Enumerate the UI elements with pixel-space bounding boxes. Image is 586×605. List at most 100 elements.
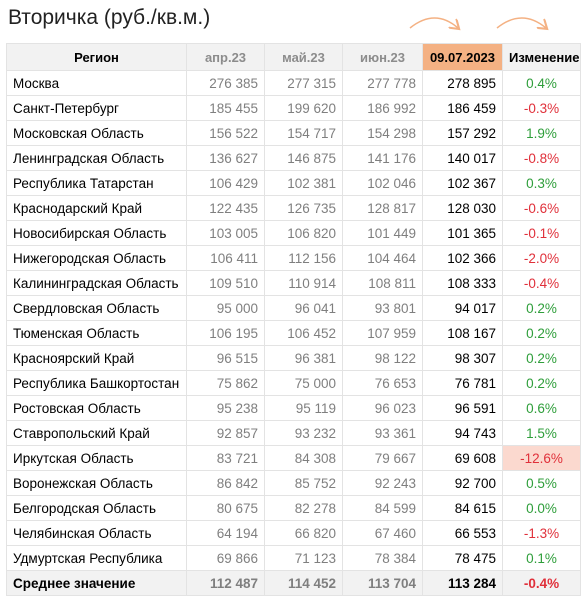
jun-cell: 93 361	[342, 420, 423, 446]
table-row: Московская Область 156 522 154 717 154 298 1…	[6, 120, 581, 146]
jun-cell: 113 704	[342, 570, 423, 596]
jun-cell: 92 243	[342, 470, 423, 496]
change-cell: -0.4%	[502, 270, 581, 296]
change-cell: -0.3%	[502, 95, 581, 121]
apr-cell: 106 411	[186, 245, 265, 271]
apr-cell: 86 842	[186, 470, 265, 496]
page-title: Вторичка (руб./кв.м.)	[8, 6, 211, 29]
table-row: Красноярский Край 96 515 96 381 98 122 98 30…	[6, 345, 581, 371]
table-row: Воронежская Область 86 842 85 752 92 243 92 …	[6, 470, 581, 496]
current-cell: 140 017	[422, 145, 503, 171]
change-cell: 0.5%	[502, 470, 581, 496]
region-cell: Среднее значение	[6, 570, 187, 596]
region-cell: Ростовская Область	[6, 395, 187, 421]
may-cell: 112 156	[264, 245, 343, 271]
may-cell: 96 381	[264, 345, 343, 371]
region-cell: Москва	[6, 70, 187, 96]
column-header-jun: июн.23	[342, 43, 423, 71]
change-cell: -12.6%	[502, 445, 581, 471]
may-cell: 277 315	[264, 70, 343, 96]
jun-cell: 79 667	[342, 445, 423, 471]
region-cell: Нижегородская Область	[6, 245, 187, 271]
apr-cell: 64 194	[186, 520, 265, 546]
may-cell: 110 914	[264, 270, 343, 296]
region-cell: Краснодарский Край	[6, 195, 187, 221]
region-cell: Московская Область	[6, 120, 187, 146]
column-header-current: 09.07.2023	[422, 43, 503, 71]
table-row: Санкт-Петербург 185 455 199 620 186 992 186 …	[6, 95, 581, 121]
region-cell: Санкт-Петербург	[6, 95, 187, 121]
may-cell: 106 452	[264, 320, 343, 346]
table-row: Челябинская Область 64 194 66 820 67 460 66 …	[6, 520, 581, 546]
table-row: Иркутская Область 83 721 84 308 79 667 69 60…	[6, 445, 581, 471]
jun-cell: 154 298	[342, 120, 423, 146]
apr-cell: 92 857	[186, 420, 265, 446]
jun-cell: 128 817	[342, 195, 423, 221]
table-row: Белгородская Область 80 675 82 278 84 599 84…	[6, 495, 581, 521]
region-cell: Свердловская Область	[6, 295, 187, 321]
current-cell: 69 608	[422, 445, 503, 471]
apr-cell: 185 455	[186, 95, 265, 121]
apr-cell: 112 487	[186, 570, 265, 596]
region-cell: Калининградская Область	[6, 270, 187, 296]
change-cell: 1.5%	[502, 420, 581, 446]
table-row: Удмуртская Республика 69 866 71 123 78 384 7…	[6, 545, 581, 571]
apr-cell: 95 238	[186, 395, 265, 421]
change-cell: -0.8%	[502, 145, 581, 171]
region-cell: Иркутская Область	[6, 445, 187, 471]
may-cell: 106 820	[264, 220, 343, 246]
current-cell: 108 167	[422, 320, 503, 346]
jun-cell: 76 653	[342, 370, 423, 396]
may-cell: 75 000	[264, 370, 343, 396]
jun-cell: 108 811	[342, 270, 423, 296]
region-cell: Ставропольский Край	[6, 420, 187, 446]
jun-cell: 186 992	[342, 95, 423, 121]
current-cell: 101 365	[422, 220, 503, 246]
jun-cell: 102 046	[342, 170, 423, 196]
curved-arrow-icon	[496, 17, 546, 28]
jun-cell: 107 959	[342, 320, 423, 346]
change-cell: 0.1%	[502, 545, 581, 571]
change-cell: -0.1%	[502, 220, 581, 246]
table-row: Москва 276 385 277 315 277 778 278 895 0.4%	[6, 70, 581, 96]
region-cell: Тюменская Область	[6, 320, 187, 346]
current-cell: 94 743	[422, 420, 503, 446]
apr-cell: 83 721	[186, 445, 265, 471]
apr-cell: 95 000	[186, 295, 265, 321]
may-cell: 199 620	[264, 95, 343, 121]
region-cell: Белгородская Область	[6, 495, 187, 521]
jun-cell: 93 801	[342, 295, 423, 321]
region-cell: Челябинская Область	[6, 520, 187, 546]
current-cell: 157 292	[422, 120, 503, 146]
jun-cell: 98 122	[342, 345, 423, 371]
apr-cell: 106 429	[186, 170, 265, 196]
may-cell: 154 717	[264, 120, 343, 146]
region-cell: Ленинградская Область	[6, 145, 187, 171]
change-cell: -2.0%	[502, 245, 581, 271]
apr-cell: 122 435	[186, 195, 265, 221]
may-cell: 85 752	[264, 470, 343, 496]
table-row: Ленинградская Область 136 627 146 875 141 1…	[6, 145, 581, 171]
table-row: Республика Татарстан 106 429 102 381 102 04…	[6, 170, 581, 196]
change-cell: 0.3%	[502, 170, 581, 196]
current-cell: 102 366	[422, 245, 503, 271]
apr-cell: 156 522	[186, 120, 265, 146]
change-cell: 0.2%	[502, 320, 581, 346]
table-row: Ростовская Область 95 238 95 119 96 023 96 5…	[6, 395, 581, 421]
change-cell: 0.2%	[502, 345, 581, 371]
may-cell: 84 308	[264, 445, 343, 471]
region-cell: Красноярский Край	[6, 345, 187, 371]
change-cell: 0.6%	[502, 395, 581, 421]
table-row: Калининградская Область 109 510 110 914 108…	[6, 270, 581, 296]
jun-cell: 104 464	[342, 245, 423, 271]
may-cell: 82 278	[264, 495, 343, 521]
table-row: Тюменская Область 106 195 106 452 107 959 10…	[6, 320, 581, 346]
current-cell: 78 475	[422, 545, 503, 571]
apr-cell: 109 510	[186, 270, 265, 296]
apr-cell: 276 385	[186, 70, 265, 96]
curved-arrow-icon	[409, 17, 458, 28]
table-row: Новосибирская Область 103 005 106 820 101 4…	[6, 220, 581, 246]
may-cell: 71 123	[264, 545, 343, 571]
jun-cell: 101 449	[342, 220, 423, 246]
change-cell: 0.2%	[502, 370, 581, 396]
